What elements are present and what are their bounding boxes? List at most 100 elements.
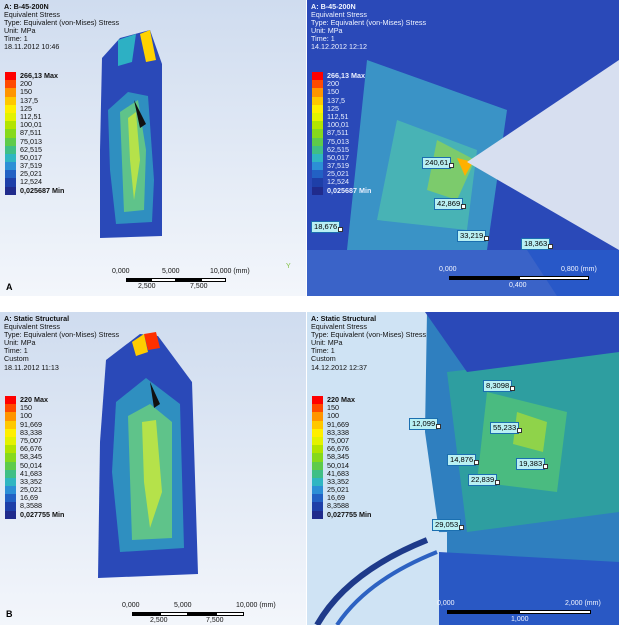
legend-value: 37,519 [20,161,42,171]
legend-value: 66,676 [327,444,349,454]
legend: 266,13 Max 200 150 137,5 125 112,51 100,01 87,5… [5,71,64,195]
legend-entry: 125 [312,103,371,113]
legend-value: 150 [20,87,32,97]
legend-value: 125 [327,103,339,113]
legend-entry: 37,519 [312,161,371,171]
legend-entry: 220 Max [312,395,371,405]
header-line: 18.11.2012 10:46 [4,42,60,52]
legend-value: 75,007 [327,435,349,445]
legend-swatch [5,80,16,89]
scale-label: 0,000 [112,268,130,275]
legend-value: 100,01 [20,120,42,130]
legend-swatch [5,436,16,446]
header-line: Custom [311,354,336,364]
legend-value: 8,3588 [327,501,349,511]
legend-value: 220 Max [20,395,48,404]
legend-value: 33,352 [20,476,42,486]
legend-swatch [312,112,323,122]
scale-label: 0,800 (mm) [561,266,597,273]
scale-label: 5,000 [162,268,180,275]
header-line: Time: 1 [4,34,28,44]
legend-swatch [5,469,16,478]
legend-swatch [5,453,16,462]
panel-letter-a: A [6,282,13,292]
legend-value: 125 [20,103,32,113]
scale-label: 7,500 [190,283,208,290]
header-line: Unit: MPa [311,338,343,348]
legend-swatch [312,121,323,130]
legend-entry: 200 [312,80,371,89]
legend-value: 12,524 [20,177,42,187]
legend-value: 16,69 [327,493,345,503]
legend-entry: 266,13 Max [312,71,371,81]
legend-entry: 58,345 [312,452,371,462]
scale-bar-segment [176,278,201,282]
legend-swatch [5,412,16,421]
header-line: Custom [4,354,29,364]
legend-entry: 87,511 [312,129,371,138]
stress-probe: 18,363 [521,238,554,250]
scale-label: 2,500 [150,617,168,624]
legend-value: 0,027755 Min [20,509,65,519]
legend-entry: 112,51 [5,112,64,122]
stress-probe: 8,3098 [483,380,516,392]
scale-label: 0,400 [509,282,527,289]
legend-swatch [312,170,323,179]
legend-value: 112,51 [327,111,349,121]
legend-value: 58,345 [20,452,42,462]
header-line: 14.12.2012 12:12 [311,42,367,52]
legend-swatch [5,461,16,470]
legend-value: 58,345 [327,452,349,462]
scale-bar-segment [132,612,160,616]
legend-entry: 150 [312,88,371,97]
header-line: Type: Equivalent (von-Mises) Stress [4,18,120,28]
panel-a-left-header: A: B-45-200N Equivalent Stress Type: Equ… [4,2,120,52]
legend-entry: 0,025687 Min [5,186,64,195]
legend-swatch [5,420,16,429]
scale-bar-segment [519,610,591,614]
legend-value: 75,007 [20,435,42,445]
legend-value: 137,5 [327,95,345,105]
legend-value: 50,014 [327,460,349,470]
scale-bar-segment [201,278,226,282]
panel-b-right: A: Static Structural Equivalent Stress T… [307,312,619,625]
legend-value: 75,013 [327,136,349,146]
legend-value: 50,017 [20,152,42,162]
legend-value: 91,669 [327,419,349,429]
legend-swatch [5,494,16,503]
legend-entry: 25,021 [312,170,371,179]
header-title: A: Static Structural [4,314,70,323]
legend-swatch [312,445,323,454]
stress-probe: 42,869 [434,198,467,210]
header-line: Time: 1 [311,34,335,44]
header-line: Unit: MPa [4,338,36,348]
panel-a-right-header: A: B-45-200N Equivalent Stress Type: Equ… [311,2,427,52]
panel-letter-b: B [6,609,13,619]
legend: 220 Max 150 100 91,669 83,338 75,007 66,676 58,… [312,395,371,519]
scale-label: 10,000 (mm) [210,268,250,275]
legend-entry: 25,021 [312,485,371,495]
panel-a-right: A: B-45-200N Equivalent Stress Type: Equ… [307,0,619,296]
tooth-model-a [0,0,306,296]
scale-bar-segment [188,612,216,616]
scale-bar-segment [160,612,188,616]
legend-value: 41,683 [327,468,349,478]
legend-entry: 62,515 [312,145,371,154]
legend-entry: 62,515 [5,145,64,154]
stress-probe: 22,839 [468,474,501,486]
legend-value: 137,5 [20,95,38,105]
legend-swatch [312,162,323,171]
legend-value: 266,13 Max [20,71,58,80]
panel-a-left: A: B-45-200N Equivalent Stress Type: Equ… [0,0,306,296]
scale-label: 0,000 [437,600,455,607]
legend-entry: 200 [5,80,64,89]
legend-swatch [312,153,323,163]
scale-label: 1,000 [511,616,529,623]
header-line: Type: Equivalent (von-Mises) Stress [4,330,120,340]
legend-entry: 87,511 [5,129,64,138]
legend-value: 0,025687 Min [327,185,372,195]
header-line: Unit: MPa [311,26,343,36]
header-line: Type: Equivalent (von-Mises) Stress [311,18,427,28]
header-line: 18.11.2012 11:13 [4,362,59,372]
legend-swatch [312,404,323,413]
